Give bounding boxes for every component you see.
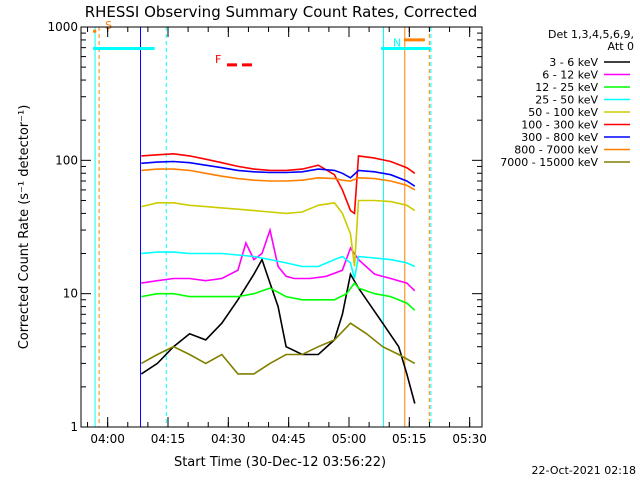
legend-entry-label: 3 - 6 keV [549, 56, 598, 69]
x-tick-label: 05:30 [452, 432, 487, 446]
series-line [140, 257, 416, 404]
timestamp: 22-Oct-2021 02:18 [532, 464, 636, 477]
plot-frame [80, 26, 483, 428]
legend-entry-label: 100 - 300 keV [521, 119, 598, 132]
legend-entry-label: 6 - 12 keV [542, 69, 598, 82]
x-tick-label: 04:30 [211, 432, 246, 446]
y-tick-label: 1 [70, 420, 78, 434]
y-axis-label: Corrected Count Rate (s⁻¹ detector⁻¹) [17, 105, 32, 350]
flag-label: S [105, 19, 112, 32]
legend-entry-label: 25 - 50 keV [535, 94, 598, 107]
flag-label: F [215, 53, 221, 66]
y-axis-ticks: 1 10 100 1000 [47, 20, 482, 434]
legend-entry-label: 7000 - 15000 keV [500, 156, 598, 169]
series-line [141, 227, 416, 292]
series-lines [140, 152, 416, 404]
series-line [141, 251, 416, 279]
legend-entry-label: 50 - 100 keV [528, 106, 598, 119]
legend-entry-label: 12 - 25 keV [535, 81, 598, 94]
x-tick-label: 04:15 [151, 432, 186, 446]
x-axis-ticks: 04:00 04:15 04:30 04:45 05:00 05:15 05:30 [87, 27, 487, 446]
x-tick-label: 04:00 [90, 432, 125, 446]
series-line [140, 322, 416, 375]
flag-label: N [393, 36, 401, 49]
y-tick-label: 100 [55, 153, 78, 167]
legend-entry-label: 300 - 800 keV [521, 131, 598, 144]
y-tick-label: 10 [63, 287, 78, 301]
series-line [141, 199, 416, 267]
x-tick-label: 04:45 [271, 432, 306, 446]
y-tick-label: 1000 [47, 20, 78, 34]
x-tick-label: 05:00 [332, 432, 367, 446]
vertical-markers [94, 27, 432, 427]
series-line [141, 160, 416, 187]
x-axis-label: Start Time (30-Dec-12 03:56:22) [174, 455, 386, 470]
chart-title: RHESSI Observing Summary Count Rates, Co… [85, 3, 478, 21]
legend-entry-label: 800 - 7000 keV [514, 144, 598, 157]
flag-bars: S N F [93, 19, 431, 67]
legend-header: Det 1,3,4,5,6,9, [548, 28, 634, 41]
legend-header: Att 0 [608, 40, 634, 53]
series-line [141, 281, 416, 311]
series-line [141, 168, 416, 191]
x-tick-label: 05:15 [392, 432, 427, 446]
series-line [141, 152, 416, 215]
